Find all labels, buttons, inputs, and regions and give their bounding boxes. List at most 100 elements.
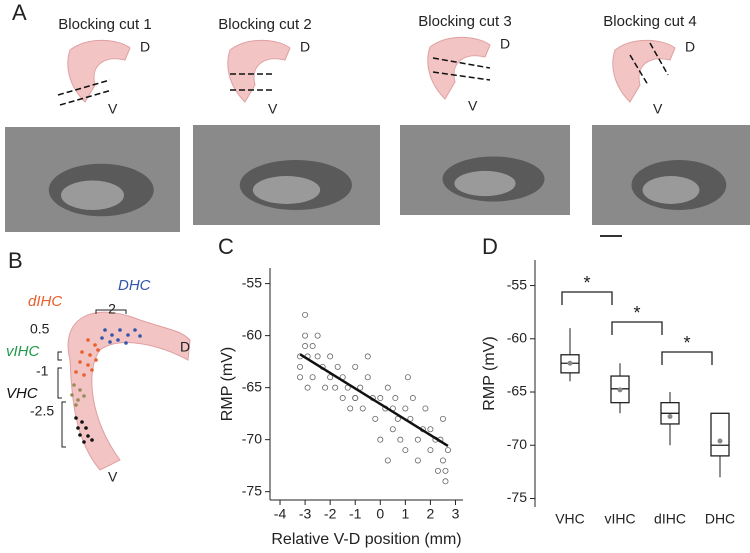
point bbox=[414, 436, 421, 443]
mean bbox=[717, 438, 723, 444]
x-tick-label: VHC bbox=[555, 511, 585, 527]
point bbox=[439, 457, 446, 464]
dorsal-label: D bbox=[685, 39, 695, 55]
point bbox=[442, 478, 449, 485]
cell-dot bbox=[86, 434, 90, 438]
point bbox=[304, 384, 311, 391]
x-tick-label: -1 bbox=[349, 506, 362, 522]
cell-dot bbox=[76, 398, 80, 402]
point bbox=[402, 447, 409, 454]
x-tick-label: 0 bbox=[376, 506, 384, 522]
bracket bbox=[61, 401, 66, 448]
panel-label: B bbox=[8, 248, 23, 273]
panel-b: DHC dIHC vIHC VHC 2 0.5 -1 -2.5 D V bbox=[6, 277, 191, 485]
point bbox=[427, 426, 434, 433]
y-tick-label: -60 bbox=[242, 326, 262, 342]
x-tick-label: dIHC bbox=[654, 511, 686, 527]
cell-dot bbox=[103, 328, 107, 332]
significance-star: * bbox=[633, 303, 640, 323]
cell-dot bbox=[82, 373, 86, 377]
fit-line bbox=[299, 353, 449, 447]
y-tick-label: -55 bbox=[242, 274, 262, 290]
panel-label: A bbox=[12, 0, 27, 25]
x-axis-label: Relative V-D position (mm) bbox=[271, 531, 461, 548]
mean bbox=[567, 360, 573, 366]
cell-dot bbox=[78, 433, 82, 437]
y-tick-label: -65 bbox=[507, 383, 527, 399]
cell-dot bbox=[108, 340, 112, 344]
point bbox=[314, 332, 321, 339]
ventral-label: V bbox=[468, 98, 478, 114]
cell-dots bbox=[70, 328, 142, 444]
point bbox=[297, 363, 304, 370]
cut-line bbox=[649, 42, 669, 76]
cell-dot bbox=[133, 328, 137, 332]
dorsal-label: D bbox=[180, 339, 190, 355]
y-tick-label: -60 bbox=[507, 329, 527, 345]
point bbox=[352, 363, 359, 370]
cell-dot bbox=[118, 328, 122, 332]
ventral-label: V bbox=[108, 101, 118, 117]
point bbox=[297, 374, 304, 381]
cell-dot bbox=[78, 360, 82, 364]
point bbox=[372, 415, 379, 422]
point bbox=[302, 343, 309, 350]
cell-dot bbox=[78, 388, 82, 392]
point bbox=[302, 332, 309, 339]
cell-dot bbox=[72, 383, 76, 387]
cell-dot bbox=[74, 416, 78, 420]
point bbox=[402, 405, 409, 412]
cell-dot bbox=[80, 350, 84, 354]
bracket bbox=[95, 309, 127, 314]
cell-dot bbox=[86, 338, 90, 342]
mean bbox=[617, 387, 623, 393]
y-tick-label: -75 bbox=[507, 489, 527, 505]
point bbox=[384, 457, 391, 464]
y-axis-label: RMP (mV) bbox=[481, 336, 498, 410]
cell-dot bbox=[74, 370, 78, 374]
point bbox=[422, 405, 429, 412]
cell-dot bbox=[74, 403, 78, 407]
cell-dot bbox=[82, 440, 86, 444]
cell-dot bbox=[82, 394, 86, 398]
slice-detail bbox=[252, 176, 321, 204]
bracket bbox=[57, 351, 62, 361]
point bbox=[302, 311, 309, 318]
cut-line bbox=[432, 71, 491, 81]
cell-dot bbox=[84, 426, 88, 430]
point bbox=[309, 374, 316, 381]
point bbox=[309, 343, 316, 350]
cut-line bbox=[57, 79, 111, 96]
cell-dot bbox=[100, 336, 104, 340]
point bbox=[442, 467, 449, 474]
x-tick-label: 3 bbox=[452, 506, 460, 522]
point bbox=[439, 415, 446, 422]
cut-title: Blocking cut 1 bbox=[58, 16, 151, 33]
panel-label: C bbox=[218, 234, 234, 259]
panel-label: D bbox=[482, 234, 498, 259]
point bbox=[327, 353, 334, 360]
slice-detail bbox=[61, 180, 124, 210]
box bbox=[710, 412, 730, 457]
x-tick-label: DHC bbox=[705, 511, 735, 527]
y-tick-label: -70 bbox=[507, 436, 527, 452]
cell-dot bbox=[86, 363, 90, 367]
point bbox=[434, 467, 441, 474]
point bbox=[322, 384, 329, 391]
point bbox=[397, 436, 404, 443]
mean bbox=[667, 414, 673, 420]
cut-title: Blocking cut 2 bbox=[218, 16, 311, 33]
cell-dot bbox=[94, 358, 98, 362]
point bbox=[314, 353, 321, 360]
y-tick-label: -75 bbox=[242, 482, 262, 498]
x-tick-label: -2 bbox=[324, 506, 337, 522]
cell-dot bbox=[70, 393, 74, 397]
slice-detail bbox=[642, 176, 700, 204]
region-label: DHC bbox=[118, 277, 151, 294]
ventral-label: V bbox=[108, 469, 118, 485]
significance-star: * bbox=[583, 273, 590, 293]
hippocampus-shape bbox=[612, 39, 676, 103]
ventral-label: V bbox=[268, 101, 278, 117]
cut-title: Blocking cut 4 bbox=[603, 13, 696, 30]
